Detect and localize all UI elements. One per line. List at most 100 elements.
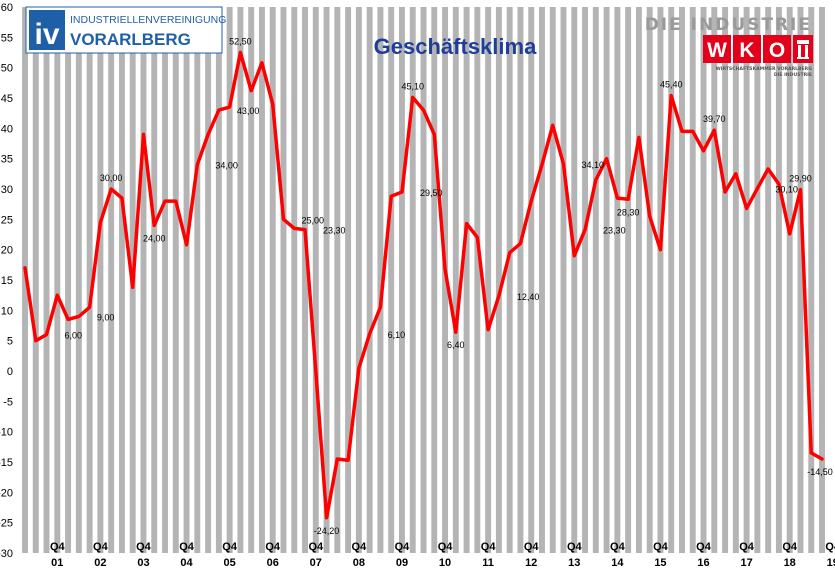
data-label: 6,10 — [388, 330, 406, 340]
data-label: 34,00 — [215, 161, 238, 171]
x-tick-year: 09 — [396, 557, 408, 569]
x-tick-year: 19 — [827, 557, 835, 569]
stripe — [183, 7, 190, 553]
stripe — [258, 7, 265, 553]
data-label: 43,00 — [237, 106, 260, 116]
stripe — [442, 7, 449, 553]
stripe — [625, 7, 632, 553]
x-tick-quarter: Q4 — [739, 541, 755, 553]
y-tick-label: -15 — [0, 457, 13, 469]
stripe — [377, 7, 384, 553]
data-label: 12,40 — [517, 292, 540, 302]
stripe — [582, 7, 589, 553]
stripe — [54, 7, 61, 553]
stripe — [409, 7, 416, 553]
stripe — [205, 7, 212, 553]
x-tick-year: 04 — [180, 557, 193, 569]
iv-logo-badge — [29, 10, 65, 50]
x-tick-quarter: Q4 — [395, 541, 411, 553]
data-label: 23,30 — [603, 226, 626, 236]
y-tick-label: -25 — [0, 518, 13, 530]
stripe — [65, 7, 72, 553]
data-labels: 6,009,0030,0024,0034,0043,0052,5025,0023… — [65, 37, 833, 536]
stripe — [452, 7, 459, 553]
x-tick-quarter: Q4 — [696, 541, 712, 553]
stripe — [75, 7, 82, 553]
wko-subline-2: DIE INDUSTRIE — [774, 72, 812, 78]
x-tick-quarter: Q4 — [179, 541, 195, 553]
y-tick-label: -5 — [3, 396, 13, 408]
x-tick-year: 16 — [697, 557, 709, 569]
wko-box-k — [733, 35, 761, 63]
data-label: 9,00 — [97, 312, 115, 322]
data-label: -24,20 — [314, 526, 340, 536]
stripe — [32, 7, 39, 553]
data-label: 52,50 — [229, 37, 252, 47]
iv-logo: iv INDUSTRIELLENVEREINIGUNG VORARLBERG — [25, 6, 226, 54]
y-tick-label: 35 — [1, 154, 13, 166]
y-tick-label: 55 — [1, 32, 13, 44]
stripe — [22, 7, 28, 553]
stripe — [151, 7, 158, 553]
data-label: 39,70 — [703, 114, 726, 124]
data-label: 24,00 — [143, 233, 166, 243]
stripe — [679, 7, 685, 553]
data-label: 28,30 — [617, 207, 640, 217]
stripe — [334, 7, 341, 553]
wko-subline-1: WIRTSCHAFTSKAMMER VORARLBERG — [716, 66, 813, 72]
wko-box-w — [703, 35, 731, 63]
x-tick-year: 10 — [439, 557, 451, 569]
x-tick-year: 08 — [353, 557, 365, 569]
stripe — [775, 7, 782, 553]
y-tick-label: 50 — [1, 63, 13, 75]
x-tick-year: 03 — [137, 557, 149, 569]
stripe — [819, 7, 825, 553]
y-tick-label: 40 — [1, 123, 13, 135]
x-tick-quarter: Q4 — [481, 541, 497, 553]
x-tick-year: 13 — [568, 557, 580, 569]
y-tick-label: -20 — [0, 487, 13, 499]
stripe — [366, 7, 373, 553]
stripe — [722, 7, 729, 553]
stripe — [345, 7, 352, 553]
wko-crest-icon — [797, 40, 809, 59]
x-tick-year: 01 — [51, 557, 63, 569]
y-tick-label: 45 — [1, 93, 13, 105]
data-label: 6,40 — [447, 340, 465, 350]
stripe — [808, 7, 815, 553]
stripe — [646, 7, 653, 553]
stripe — [86, 7, 93, 553]
stripe — [237, 7, 244, 553]
stripe — [668, 7, 675, 553]
x-tick-year: 12 — [525, 557, 537, 569]
x-tick-quarter: Q4 — [782, 541, 798, 553]
stripe — [560, 7, 567, 553]
stripe — [312, 7, 319, 553]
data-label: 23,30 — [323, 226, 346, 236]
stripe — [689, 7, 696, 553]
stripe — [323, 7, 330, 553]
chart-title: Geschäftsklima — [374, 34, 537, 59]
stripe — [711, 7, 718, 553]
y-tick-label: 60 — [1, 2, 13, 14]
stripe — [398, 7, 405, 553]
stripe — [194, 7, 201, 553]
stripe — [248, 7, 255, 553]
stripe — [528, 7, 535, 553]
x-tick-quarter: Q4 — [352, 541, 368, 553]
y-tick-label: 25 — [1, 214, 13, 226]
y-tick-label: -30 — [0, 548, 13, 560]
stripe — [743, 7, 750, 553]
stripe — [485, 7, 492, 553]
x-tick-quarter: Q4 — [93, 541, 109, 553]
stripe — [517, 7, 524, 553]
stripe — [140, 7, 147, 553]
stripe — [118, 7, 125, 553]
data-label: 29,50 — [420, 188, 443, 198]
x-tick-year: 06 — [267, 557, 279, 569]
wko-logo: DIE INDUSTRIE W K O WIRTSCHAFTSKAMMER VO… — [645, 15, 813, 78]
stripe — [474, 7, 481, 553]
stripe — [495, 7, 502, 553]
iv-logo-mark: iv — [34, 18, 59, 51]
